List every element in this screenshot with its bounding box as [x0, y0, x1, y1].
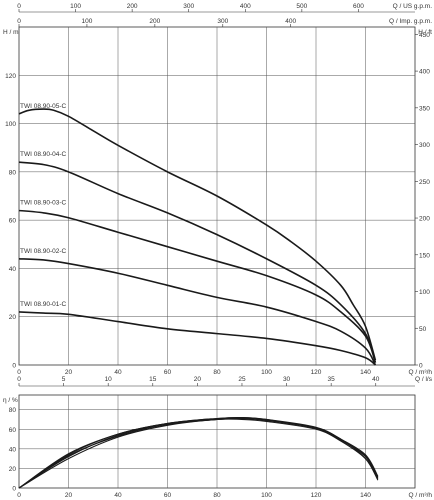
- curve-label: TWI 08.90-02-C: [20, 248, 67, 255]
- x-tick-label: 120: [311, 492, 322, 499]
- efficiency-curve: [18, 416, 379, 489]
- x-tick-label-us-gpm: 400: [240, 3, 251, 10]
- x-tick-label-imp-gpm: 200: [149, 18, 160, 25]
- x-tick-label-imp-gpm: 0: [17, 18, 21, 25]
- x-tick-label: 40: [114, 492, 122, 499]
- x-tick-label-ls: 20: [194, 376, 202, 383]
- x-tick-label-m3h: 40: [114, 369, 122, 376]
- x-axis-unit-imp-gpm: Q / Imp. g.p.m.: [389, 18, 432, 25]
- x-tick-label-ls: 0: [17, 376, 21, 383]
- head-curve: [18, 311, 376, 366]
- x-tick-label-ls: 40: [372, 376, 380, 383]
- head-curve: [18, 108, 377, 361]
- y-tick-label: 60: [9, 427, 17, 434]
- x-tick-label-us-gpm: 200: [127, 3, 138, 10]
- x-axis-unit: Q / m³/h: [409, 492, 433, 499]
- x-tick-label-m3h: 0: [17, 369, 21, 376]
- x-axis-unit-m3h: Q / m³/h: [409, 369, 433, 376]
- y-tick-label-m: 100: [5, 121, 16, 128]
- y-tick-label-ft: 150: [419, 252, 430, 259]
- y-tick-label: 40: [9, 446, 17, 453]
- curve-label: TWI 08.90-04-C: [20, 151, 67, 158]
- y-tick-label-m: 0: [12, 363, 16, 370]
- efficiency-curve: [18, 417, 379, 489]
- x-tick-label-m3h: 60: [164, 369, 172, 376]
- y-tick-label-m: 40: [9, 266, 17, 273]
- x-axis-unit-us-gpm: Q / US g.p.m.: [393, 3, 433, 10]
- y-tick-label-ft: 200: [419, 216, 430, 223]
- curve-label: TWI 08.90-03-C: [20, 199, 67, 206]
- efficiency-curve: [18, 418, 379, 489]
- y-tick-label-ft: 300: [419, 142, 430, 149]
- x-tick-label-us-gpm: 100: [70, 3, 81, 10]
- x-tick-label-m3h: 20: [65, 369, 73, 376]
- y-tick-label: 0: [12, 486, 16, 493]
- y-tick-label-ft: 450: [419, 32, 430, 39]
- x-tick-label-us-gpm: 0: [17, 3, 21, 10]
- x-tick-label-us-gpm: 500: [296, 3, 307, 10]
- y-tick-label-ft: 100: [419, 289, 430, 296]
- curve-label: TWI 08.90-05-C: [20, 103, 67, 110]
- head-curve: [18, 257, 377, 366]
- x-tick-label-m3h: 120: [311, 369, 322, 376]
- x-tick-label: 20: [65, 492, 73, 499]
- x-tick-label-ls: 15: [149, 376, 157, 383]
- x-tick-label: 80: [213, 492, 221, 499]
- head-chart: 0204060801001200501001502002503003504004…: [3, 3, 433, 387]
- y-tick-label-m: 20: [9, 314, 17, 321]
- y-tick-label: 20: [9, 466, 17, 473]
- efficiency-chart: 0 20 40 60 80 100 120 140 0 20 40 60 80 η / % Q / m³/h: [3, 394, 433, 499]
- head-curve: [18, 209, 377, 363]
- y-tick-label-ft: 350: [419, 105, 430, 112]
- y-tick-label-m: 120: [5, 73, 16, 80]
- x-tick-label: 0: [17, 492, 21, 499]
- x-axis-unit-ls: Q / l/s: [415, 376, 433, 383]
- x-tick-label-m3h: 80: [213, 369, 221, 376]
- curve-label: TWI 08.90-01-C: [20, 301, 67, 308]
- y-axis-unit: η / %: [3, 397, 18, 404]
- x-tick-label: 60: [164, 492, 172, 499]
- x-tick-label-ls: 5: [62, 376, 66, 383]
- y-axis-unit-m: H / m: [3, 29, 19, 36]
- x-tick-label-ls: 35: [328, 376, 336, 383]
- x-tick-label: 100: [261, 492, 272, 499]
- x-tick-label-ls: 10: [105, 376, 113, 383]
- y-tick-label-ft: 400: [419, 69, 430, 76]
- x-tick-label-us-gpm: 600: [353, 3, 364, 10]
- head-curve: [18, 161, 377, 363]
- y-axis-unit-ft: H / ft: [418, 29, 432, 36]
- y-tick-label-m: 80: [9, 169, 17, 176]
- y-tick-label: 80: [9, 407, 17, 414]
- x-tick-label: 140: [360, 492, 371, 499]
- y-tick-label-ft: 0: [419, 363, 423, 370]
- x-tick-label-imp-gpm: 400: [285, 18, 296, 25]
- x-tick-label-us-gpm: 300: [183, 3, 194, 10]
- y-tick-label-ft: 50: [419, 326, 427, 333]
- y-tick-label-ft: 250: [419, 179, 430, 186]
- x-tick-label-m3h: 140: [360, 369, 371, 376]
- y-tick-label-m: 60: [9, 218, 17, 225]
- x-tick-label-ls: 30: [283, 376, 291, 383]
- x-tick-label-ls: 25: [238, 376, 246, 383]
- x-tick-label-imp-gpm: 300: [217, 18, 228, 25]
- x-tick-label-imp-gpm: 100: [81, 18, 92, 25]
- x-tick-label-m3h: 100: [261, 369, 272, 376]
